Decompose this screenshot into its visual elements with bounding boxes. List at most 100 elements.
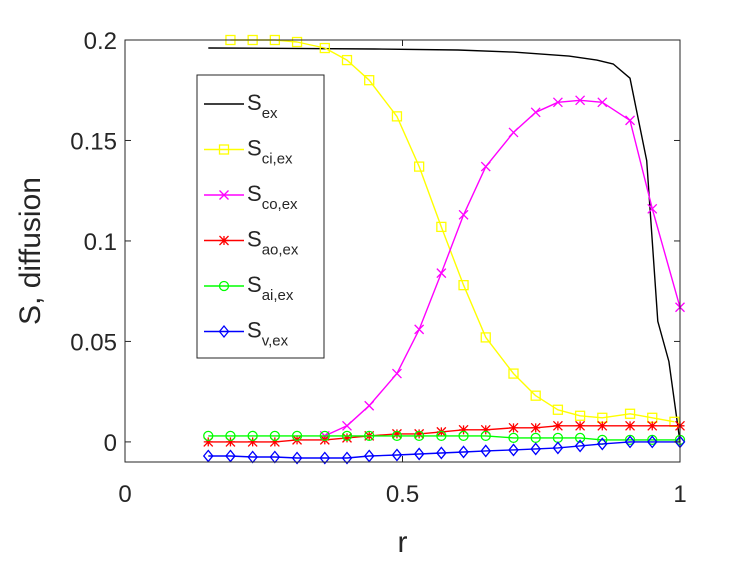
y-axis-label: S, diffusion: [14, 177, 47, 325]
y-tick-label: 0.2: [84, 28, 117, 55]
legend-label: Sao,ex: [247, 227, 299, 259]
data-point-co-ex: [480, 161, 491, 172]
data-point-co-ex: [625, 115, 636, 126]
legend-entry-ci-ex: Sci,ex: [204, 136, 293, 168]
y-tick-label: 0: [104, 430, 117, 457]
data-point-ao-ex: [647, 420, 658, 431]
data-point-ai-ex: [413, 430, 425, 442]
data-point-ao-ex: [530, 422, 541, 433]
data-point-ci-ex: [413, 161, 425, 172]
data-point-ci-ex: [319, 42, 330, 54]
data-point-ci-ex: [436, 221, 447, 233]
data-point-ao-ex: [625, 420, 636, 431]
x-tick-label: 1: [673, 481, 686, 508]
series-line-ai-ex: [208, 435, 680, 441]
data-point-v-ex: [574, 439, 586, 453]
x-axis-label: r: [398, 526, 408, 559]
data-point-ci-ex: [364, 75, 375, 86]
data-point-ao-ex: [414, 428, 425, 439]
data-point-v-ex: [319, 451, 331, 465]
series-line-ex: [208, 47, 681, 442]
data-point-ci-ex: [341, 54, 353, 66]
data-point-ai-ex: [458, 430, 469, 442]
legend-entry-co-ex: Sco,ex: [204, 181, 298, 213]
data-point-v-ex: [624, 435, 636, 449]
data-point-ao-ex: [458, 424, 469, 435]
data-point-v-ex: [552, 441, 564, 455]
legend-entry-ex: Sex: [204, 90, 278, 122]
series-layer: [202, 34, 686, 465]
series-v-ex: [202, 435, 686, 465]
data-point-ao-ex: [597, 420, 608, 431]
data-point-ai-ex: [530, 432, 541, 444]
data-point-ci-ex: [574, 410, 586, 421]
data-point-ai-ex: [480, 430, 491, 442]
data-point-co-ex: [342, 420, 352, 431]
legend-marker: [218, 144, 230, 155]
series-line-co-ex: [324, 99, 681, 437]
y-tick-label: 0.15: [70, 128, 117, 155]
data-point-ai-ex: [203, 430, 214, 442]
data-point-v-ex: [202, 449, 214, 463]
data-point-co-ex: [508, 127, 519, 138]
data-point-co-ex: [391, 368, 402, 379]
data-point-co-ex: [414, 324, 425, 335]
data-point-ci-ex: [530, 390, 541, 401]
series-co-ex: [319, 95, 685, 441]
series-ex: [208, 47, 681, 442]
data-point-ai-ex: [436, 430, 447, 442]
y-tick-label: 0.05: [70, 329, 117, 356]
data-point-ci-ex: [458, 280, 469, 291]
data-point-ci-ex: [552, 404, 564, 415]
legend-label: Sco,ex: [247, 181, 298, 213]
data-point-ao-ex: [552, 420, 563, 431]
legend-marker: [219, 235, 229, 246]
data-point-ai-ex: [319, 430, 330, 442]
legend-marker: [219, 190, 229, 200]
data-point-co-ex: [530, 107, 541, 118]
data-point-ai-ex: [574, 432, 586, 444]
data-point-ao-ex: [269, 436, 280, 447]
legend-entry-v-ex: Sv,ex: [204, 318, 289, 350]
legend-label: Sex: [247, 90, 278, 122]
data-point-v-ex: [596, 437, 608, 451]
data-point-v-ex: [225, 449, 236, 463]
data-point-ao-ex: [575, 420, 586, 431]
data-point-ao-ex: [342, 432, 352, 443]
axes: 0 0.5 1 0 0.05 0.1 0.15 0.2: [70, 28, 686, 508]
data-point-ao-ex: [391, 428, 402, 439]
data-point-ai-ex: [291, 430, 303, 442]
data-point-ai-ex: [508, 432, 519, 444]
data-point-v-ex: [436, 446, 447, 460]
data-point-ai-ex: [341, 430, 353, 442]
data-point-v-ex: [530, 442, 542, 456]
data-point-co-ex: [575, 95, 586, 106]
data-point-v-ex: [480, 444, 492, 458]
data-point-ai-ex: [225, 430, 236, 442]
x-tick-label: 0.5: [386, 481, 419, 508]
legend-marker: [218, 280, 230, 292]
legend-entry-ao-ex: Sao,ex: [204, 227, 299, 259]
data-point-ai-ex: [391, 430, 403, 442]
legend-label: Sv,ex: [247, 318, 289, 350]
legend-label: Sci,ex: [247, 136, 293, 168]
data-point-ao-ex: [480, 424, 491, 435]
data-point-ai-ex: [269, 430, 281, 442]
legend-label: Sai,ex: [247, 272, 294, 304]
data-point-v-ex: [646, 435, 658, 449]
data-point-ci-ex: [391, 111, 403, 122]
data-point-v-ex: [508, 443, 519, 457]
legend-box: [196, 74, 325, 359]
legend-entry-ai-ex: Sai,ex: [204, 272, 294, 304]
data-point-co-ex: [364, 400, 375, 411]
data-point-co-ex: [458, 209, 469, 220]
data-point-v-ex: [413, 447, 425, 461]
y-tick-label: 0.1: [84, 229, 117, 256]
data-point-ci-ex: [508, 368, 519, 379]
data-point-co-ex: [552, 97, 563, 108]
data-point-ao-ex: [225, 436, 236, 447]
data-point-ao-ex: [508, 422, 519, 433]
data-point-ci-ex: [480, 332, 491, 343]
data-point-ci-ex: [624, 408, 636, 419]
